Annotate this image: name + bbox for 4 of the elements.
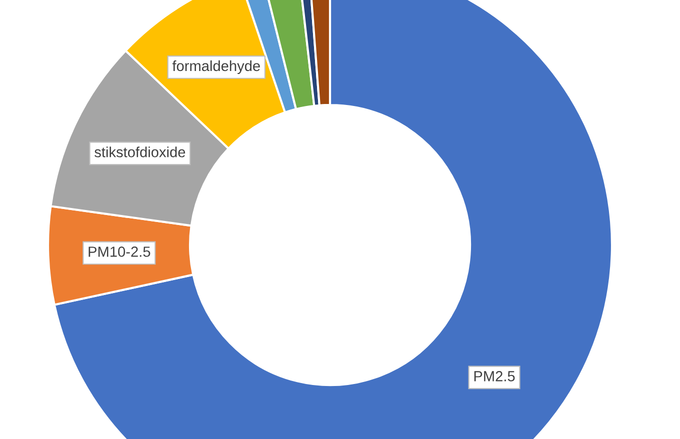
- slice-label: stikstofdioxide: [94, 146, 186, 158]
- slice-label: PM10-2.5: [88, 246, 150, 257]
- slice-label: formaldehyde: [172, 60, 260, 74]
- slice-label: PM2.5: [474, 371, 515, 382]
